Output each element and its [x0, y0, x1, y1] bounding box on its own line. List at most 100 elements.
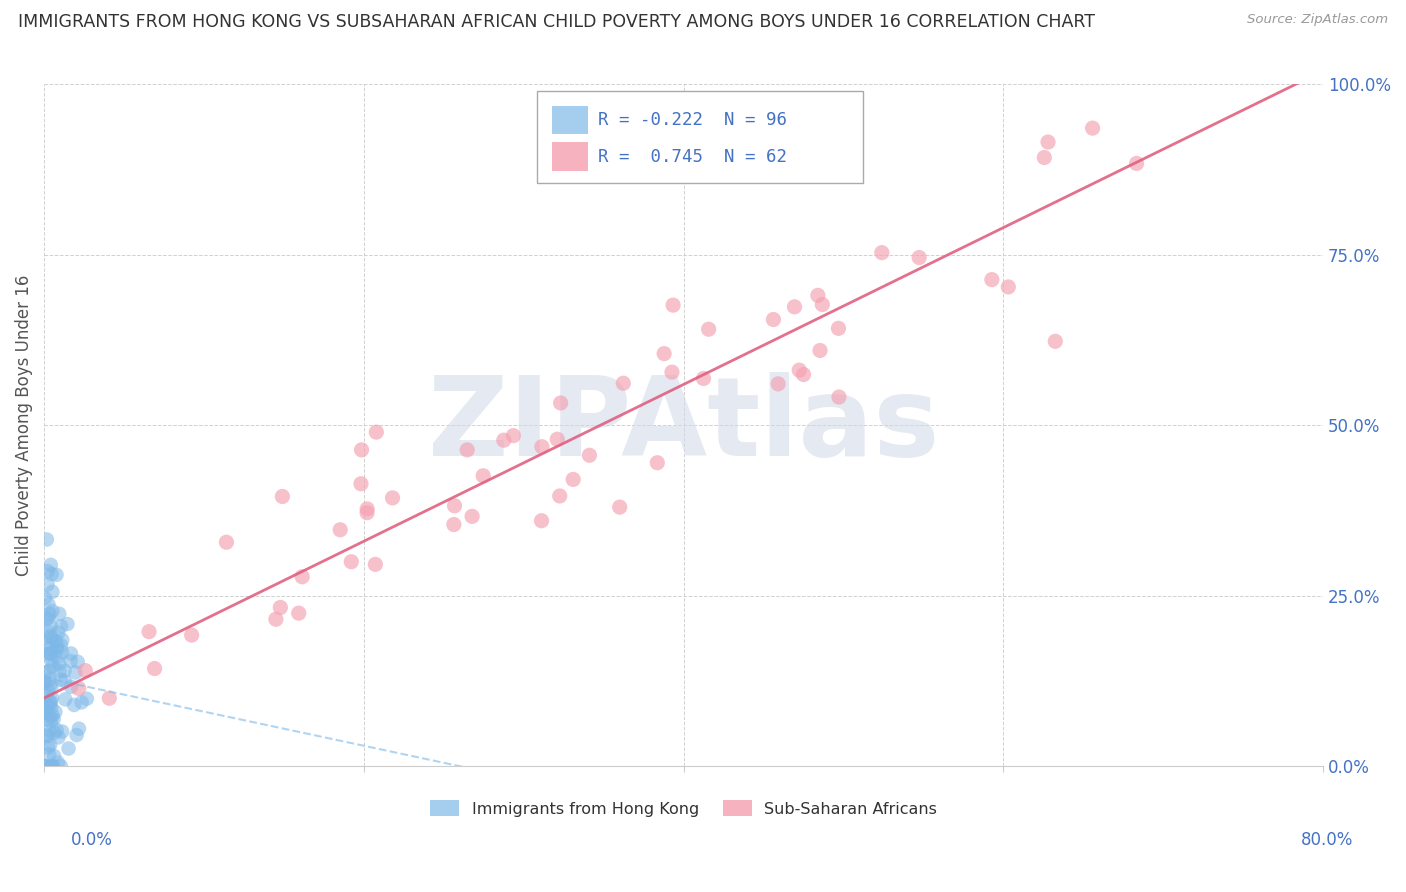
Point	[37, 698, 59, 712]
Point	[34, 676, 56, 690]
Point	[787, 363, 810, 377]
Point	[329, 523, 352, 537]
Point	[48, 607, 70, 621]
Point	[35, 647, 58, 661]
Point	[37, 713, 59, 727]
Point	[443, 499, 465, 513]
Point	[38, 625, 60, 640]
Point	[645, 456, 668, 470]
Point	[46, 756, 69, 770]
Text: 80.0%: 80.0%	[1301, 831, 1354, 849]
Point	[350, 476, 373, 491]
Point	[53, 674, 76, 689]
Point	[37, 729, 59, 743]
Point	[67, 681, 90, 696]
Point	[34, 699, 56, 714]
Point	[39, 558, 62, 572]
Point	[41, 566, 63, 581]
Point	[41, 604, 63, 618]
Point	[35, 689, 58, 703]
Point	[143, 661, 166, 675]
Point	[49, 673, 72, 687]
Point	[492, 433, 515, 447]
Point	[291, 570, 314, 584]
Point	[37, 740, 59, 755]
Point	[578, 448, 600, 462]
Point	[612, 376, 634, 391]
Point	[1081, 121, 1104, 136]
Point	[530, 440, 553, 454]
Point	[49, 619, 72, 633]
Point	[548, 489, 571, 503]
Point	[38, 664, 60, 678]
Point	[38, 747, 60, 762]
Point	[381, 491, 404, 505]
Point	[46, 650, 69, 665]
Point	[42, 759, 65, 773]
Point	[870, 245, 893, 260]
Point	[39, 647, 62, 661]
Point	[49, 639, 72, 653]
Point	[997, 280, 1019, 294]
Point	[39, 629, 62, 643]
Point	[34, 665, 56, 680]
Point	[37, 577, 59, 591]
Point	[41, 659, 63, 673]
Point	[980, 272, 1002, 286]
Point	[662, 298, 685, 312]
Point	[39, 759, 62, 773]
Point	[42, 708, 65, 723]
Point	[48, 731, 70, 745]
Point	[67, 722, 90, 736]
Point	[827, 321, 849, 335]
Point	[41, 584, 63, 599]
Point	[56, 617, 79, 632]
Point	[41, 690, 63, 705]
Point	[502, 428, 524, 442]
Point	[70, 695, 93, 709]
Point	[652, 346, 675, 360]
Point	[58, 741, 80, 756]
Point	[46, 625, 69, 640]
Point	[51, 645, 73, 659]
Point	[48, 665, 70, 679]
Point	[65, 665, 87, 680]
Point	[783, 300, 806, 314]
Point	[356, 502, 378, 516]
Point	[530, 514, 553, 528]
Point	[34, 675, 56, 690]
Point	[60, 680, 83, 694]
Point	[59, 647, 82, 661]
Point	[66, 655, 89, 669]
Point	[271, 490, 294, 504]
Point	[51, 724, 73, 739]
Point	[34, 591, 56, 606]
Point	[46, 643, 69, 657]
Point	[51, 632, 73, 647]
Point	[63, 698, 86, 712]
Text: ZIPAtlas: ZIPAtlas	[427, 372, 939, 479]
Point	[59, 654, 82, 668]
Point	[264, 612, 287, 626]
Point	[53, 692, 76, 706]
Point	[366, 425, 388, 439]
Point	[45, 634, 67, 648]
Point	[45, 723, 67, 738]
Point	[908, 251, 931, 265]
Point	[39, 618, 62, 632]
Text: R = -0.222  N = 96: R = -0.222 N = 96	[598, 111, 787, 128]
Point	[37, 598, 59, 612]
Point	[32, 759, 55, 773]
Point	[98, 691, 121, 706]
Text: R =  0.745  N = 62: R = 0.745 N = 62	[598, 148, 787, 166]
Point	[41, 637, 63, 651]
Point	[356, 506, 378, 520]
Point	[42, 712, 65, 726]
Point	[287, 606, 309, 620]
Point	[45, 567, 67, 582]
Point	[76, 691, 98, 706]
Point	[41, 759, 63, 773]
Point	[34, 631, 56, 645]
Point	[766, 376, 789, 391]
Point	[762, 312, 785, 326]
